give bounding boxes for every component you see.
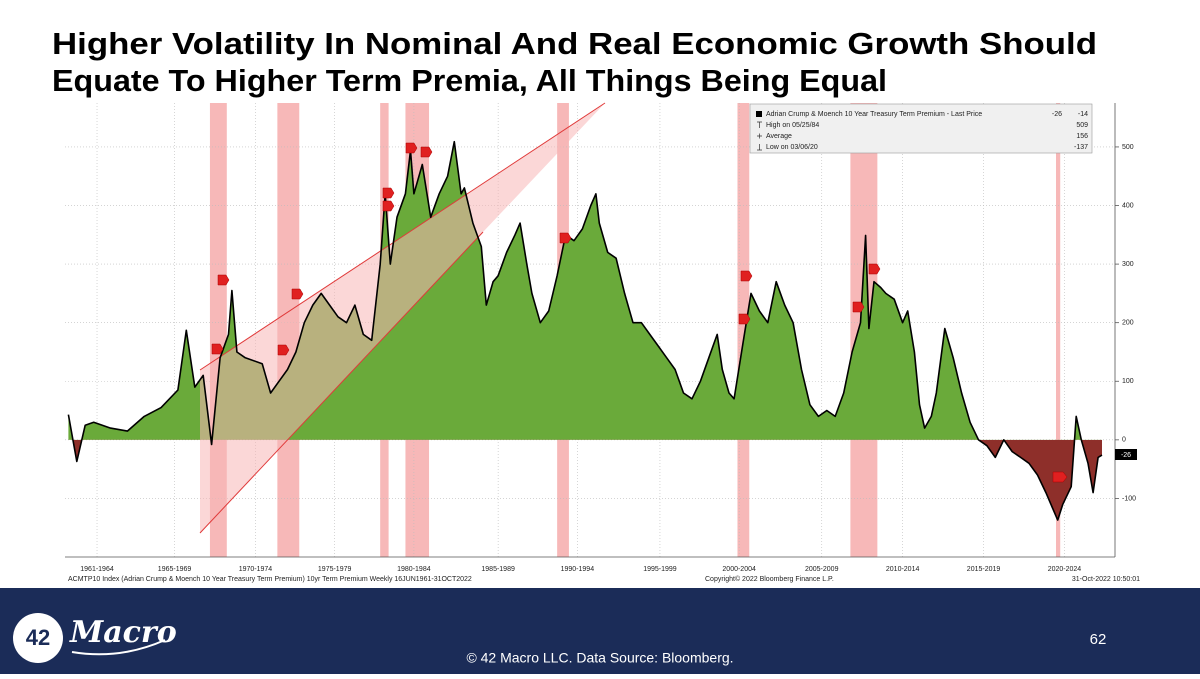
- marker: [740, 270, 753, 282]
- x-tick-label: 2020-2024: [1048, 566, 1082, 573]
- y-tick-label: 500: [1122, 144, 1134, 151]
- marker: [405, 142, 418, 154]
- y-tick-label: 200: [1122, 320, 1134, 327]
- source-note: ACMTP10 Index (Adrian Crump & Moench 10 …: [68, 576, 472, 583]
- recession-band: [1056, 103, 1061, 557]
- trend-channel: [200, 103, 605, 533]
- series-line-group: [67, 140, 1103, 521]
- marker: [559, 232, 572, 244]
- chart: -100 0 100 200 300 400 500 1961-1964 1965-1969 19…: [62, 101, 1145, 585]
- channel-line: [199, 231, 484, 534]
- page-number: 62: [1090, 631, 1107, 648]
- axes: -100 0 100 200 300 400 500 1961-1964 1965-1969 19…: [80, 144, 1136, 573]
- copyright: Copyright© 2022 Bloomberg Finance L.P.: [705, 575, 834, 583]
- x-tick-label: 2010-2014: [886, 566, 920, 573]
- legend-change: -14: [1078, 111, 1088, 118]
- legend: Adrian Crump & Moench 10 Year Treasury T…: [749, 103, 1093, 154]
- y-tick-label: 300: [1122, 261, 1134, 268]
- legend-box: [749, 103, 1093, 154]
- legend-swatch: [756, 111, 762, 117]
- legend-series: Adrian Crump & Moench 10 Year Treasury T…: [766, 111, 982, 118]
- footer-credit: © 42 Macro LLC. Data Source: Bloomberg.: [466, 650, 733, 666]
- legend-stat-label: Low on 03/06/20: [766, 144, 818, 151]
- marker: [291, 288, 304, 300]
- channel-line: [199, 102, 606, 371]
- logo-number: 42: [26, 625, 50, 650]
- legend-stat-label: Average: [766, 133, 792, 140]
- x-tick-label: 1970-1974: [239, 566, 273, 573]
- x-tick-label: 1990-1994: [561, 566, 595, 573]
- x-tick-label: 1980-1984: [397, 566, 431, 573]
- x-tick-label: 2005-2009: [805, 566, 839, 573]
- recession-band: [737, 103, 750, 557]
- y-tick-label: 100: [1122, 378, 1134, 385]
- legend-stat-value: 509: [1076, 122, 1088, 129]
- marker: [382, 187, 395, 199]
- footer-band: [0, 588, 1200, 674]
- legend-icon: [757, 144, 762, 151]
- x-tick-label: 1985-1989: [481, 566, 515, 573]
- slide-title: Equate To Higher Term Premia, All Things…: [52, 63, 887, 98]
- marker: [868, 263, 881, 275]
- legend-stat-value: 156: [1076, 133, 1088, 140]
- logo-text: Macro: [69, 615, 177, 650]
- timestamp: 31-Oct-2022 10:50:01: [1072, 576, 1140, 583]
- footer: 42 Macro © 42 Macro LLC. Data Source: Bl…: [0, 588, 1200, 674]
- marker: [217, 274, 230, 286]
- marker: [277, 344, 290, 356]
- y-tick-label: 0: [1122, 437, 1126, 444]
- x-tick-label: 2015-2019: [967, 566, 1001, 573]
- marker: [382, 200, 395, 212]
- x-tick-label: 1961-1964: [80, 566, 114, 573]
- marker: [420, 146, 433, 158]
- legend-last-price: -26: [1052, 111, 1062, 118]
- legend-icon: [757, 133, 762, 139]
- logo-circle: [13, 613, 63, 663]
- last-price-tag: [1115, 449, 1137, 460]
- marker: [852, 301, 865, 313]
- x-tick-label: 1975-1979: [318, 566, 352, 573]
- logo-swoosh: [71, 639, 166, 656]
- y-tick-label: 400: [1122, 202, 1134, 209]
- last-price-tag-label: -26: [1121, 452, 1131, 459]
- marker: [738, 313, 751, 325]
- marker: [211, 343, 224, 355]
- x-tick-label: 1995-1999: [643, 566, 677, 573]
- slide-title: Higher Volatility In Nominal And Real Ec…: [52, 26, 1097, 61]
- legend-stat-value: -137: [1074, 144, 1088, 151]
- x-tick-label: 2000-2004: [722, 566, 756, 573]
- area-negative: [68, 439, 1102, 521]
- series-line: [67, 140, 1103, 521]
- x-tick-label: 1965-1969: [158, 566, 192, 573]
- marker: [1052, 471, 1068, 483]
- legend-stat-label: High on 05/25/84: [766, 122, 819, 129]
- legend-icon: [757, 121, 762, 128]
- y-tick-label: -100: [1122, 495, 1136, 502]
- event-markers: [211, 142, 1068, 483]
